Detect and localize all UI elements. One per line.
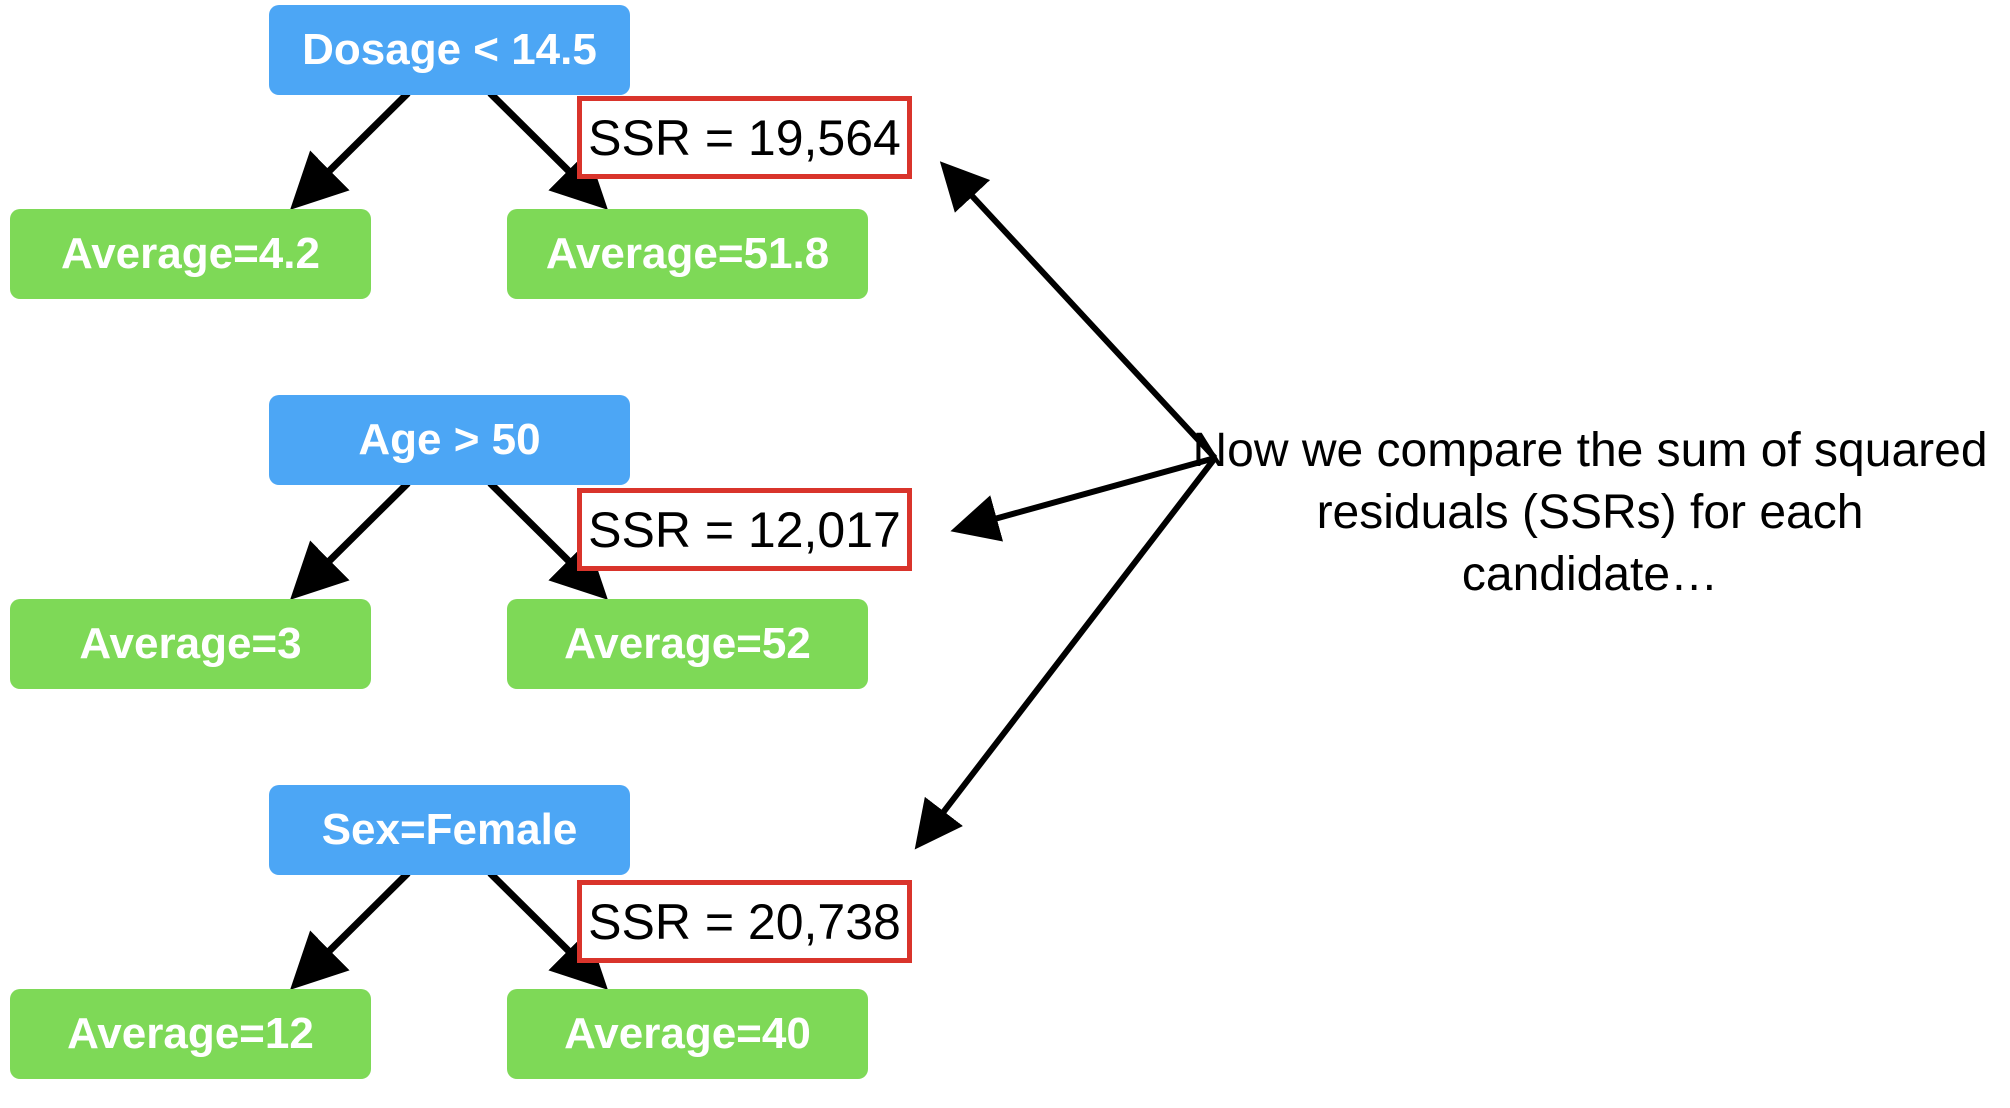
tree2-ssr-box: SSR = 12,017 — [577, 488, 912, 571]
tree2-left-leaf: Average=3 — [10, 599, 371, 689]
note-arrow-to-ssr1 — [939, 161, 1218, 461]
tree3-ssr-box: SSR = 20,738 — [577, 880, 912, 963]
note-arrow-to-ssr2 — [950, 455, 1216, 542]
tree1-left-edge — [290, 90, 411, 210]
tree1-root-node: Dosage < 14.5 — [269, 5, 630, 95]
tree3-root-node: Sex=Female — [269, 785, 630, 875]
tree2-right-edge — [487, 480, 608, 600]
tree2-right-leaf: Average=52 — [507, 599, 868, 689]
tree1-left-leaf: Average=4.2 — [10, 209, 371, 299]
tree2-left-edge — [290, 480, 411, 600]
tree3-left-leaf: Average=12 — [10, 989, 371, 1079]
tree3-left-edge — [290, 870, 411, 990]
tree3-right-leaf: Average=40 — [507, 989, 868, 1079]
comparison-note: Now we compare the sum of squared residu… — [1192, 424, 1988, 601]
tree2-root-node: Age > 50 — [269, 395, 630, 485]
tree1-right-edge — [487, 90, 608, 210]
tree1-right-leaf: Average=51.8 — [507, 209, 868, 299]
tree1-ssr-box: SSR = 19,564 — [577, 96, 912, 179]
note-arrow-to-ssr3 — [914, 456, 1218, 850]
